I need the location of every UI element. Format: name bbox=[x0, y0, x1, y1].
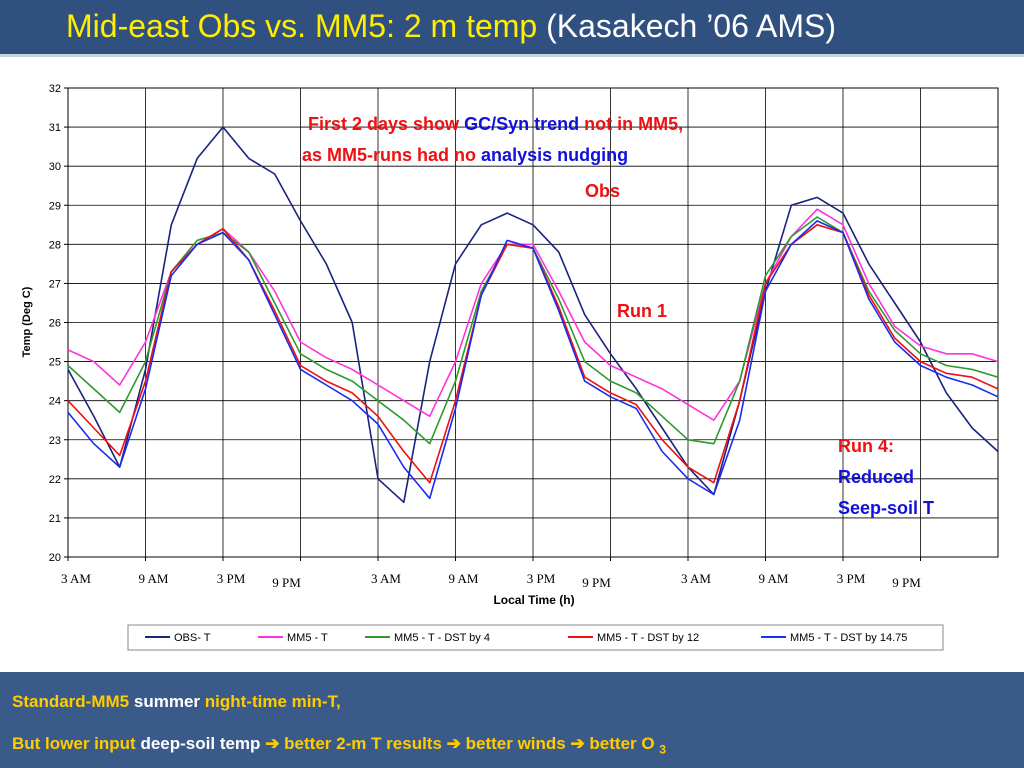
annotation: Run 4: Reduced Seep-soil T bbox=[838, 431, 939, 524]
footer-text: Standard-MM5 bbox=[12, 692, 130, 711]
footer: Standard-MM5 summer night-time min-T, But l… bbox=[0, 672, 1024, 768]
y-tick-label: 26 bbox=[49, 318, 61, 330]
annotation-text: Run 1 bbox=[617, 301, 668, 321]
annotation-text: First 2 days show bbox=[308, 114, 460, 134]
annotation-line: Run 1 bbox=[617, 296, 672, 327]
x-tick-label: 9 PM bbox=[892, 575, 921, 590]
series-line bbox=[67, 220, 999, 500]
annotation-line: Reduced bbox=[838, 462, 939, 493]
chart: Temp (Deg C) Local Time (h) 20 21 22 23 24 25… bbox=[21, 83, 999, 651]
x-tick-label: 3 PM bbox=[837, 571, 866, 586]
legend-label: MM5 - T bbox=[287, 632, 328, 644]
y-tick-label: 32 bbox=[49, 83, 61, 95]
annotation: First 2 days show GC/Syn trend not in MM5,… bbox=[302, 109, 688, 171]
annotation-line: First 2 days show GC/Syn trend not in MM5, bbox=[308, 109, 688, 140]
annotation-text: Seep-soil T bbox=[838, 498, 935, 518]
x-tick-label: 3 AM bbox=[681, 571, 711, 586]
legend-label: OBS- T bbox=[174, 632, 211, 644]
y-tick-label: 25 bbox=[49, 357, 61, 369]
y-axis-label: Temp (Deg C) bbox=[21, 286, 33, 357]
y-tick-label: 22 bbox=[49, 474, 61, 486]
legend-label: MM5 - T - DST by 12 bbox=[597, 632, 699, 644]
y-tick-label: 27 bbox=[49, 278, 61, 290]
y-tick-label: 29 bbox=[49, 200, 61, 212]
legend-label: MM5 - T - DST by 4 bbox=[394, 632, 490, 644]
y-tick-label: 24 bbox=[49, 396, 61, 408]
x-tick-label: 3 PM bbox=[217, 571, 246, 586]
y-tick-label: 28 bbox=[49, 239, 61, 251]
footer-text: deep-soil temp bbox=[140, 734, 261, 753]
x-tick-label: 9 PM bbox=[582, 575, 611, 590]
x-tick-label: 9 AM bbox=[759, 571, 789, 586]
footer-text: 3 bbox=[659, 742, 667, 757]
y-tick-label: 31 bbox=[49, 122, 61, 134]
x-tick-label: 9 PM bbox=[272, 575, 301, 590]
footer-text: night-time min-T, bbox=[204, 692, 341, 711]
annotation: Obs bbox=[585, 176, 625, 207]
x-axis-label: Local Time (h) bbox=[493, 593, 574, 607]
footer-text: summer bbox=[133, 692, 201, 711]
x-tick-label: 3 PM bbox=[527, 571, 556, 586]
annotation-line: as MM5-runs had no analysis nudging bbox=[302, 140, 688, 171]
footer-text: But lower input bbox=[12, 734, 136, 753]
footer-line: But lower input deep-soil temp ➔ better 2-… bbox=[12, 734, 666, 756]
y-tick-label: 23 bbox=[49, 435, 61, 447]
title-sub: (Kasakech ’06 AMS) bbox=[546, 8, 837, 44]
annotation-text: Reduced bbox=[838, 467, 915, 487]
annotation-text: analysis nudging bbox=[481, 145, 629, 165]
annotation-text: Run 4: bbox=[838, 436, 894, 456]
title-bar: Mid-east Obs vs. MM5: 2 m temp (Kasakech… bbox=[0, 0, 1024, 57]
title: Mid-east Obs vs. MM5: 2 m temp (Kasakech… bbox=[66, 8, 836, 45]
x-tick-label: 9 AM bbox=[139, 571, 169, 586]
legend-label: MM5 - T - DST by 14.75 bbox=[790, 632, 907, 644]
y-tick-label: 30 bbox=[49, 161, 61, 173]
x-tick-label: 9 AM bbox=[449, 571, 479, 586]
annotation-line: Obs bbox=[585, 176, 625, 207]
x-tick-label: 3 AM bbox=[61, 571, 91, 586]
y-tick-label: 21 bbox=[49, 513, 61, 525]
annotation-line: Seep-soil T bbox=[838, 493, 939, 524]
x-tick-label: 3 AM bbox=[371, 571, 401, 586]
title-main: Mid-east Obs vs. MM5: 2 m temp bbox=[66, 8, 538, 44]
series-line bbox=[67, 126, 999, 504]
footer-line: Standard-MM5 summer night-time min-T, bbox=[12, 692, 346, 712]
annotation-text: Obs bbox=[585, 181, 621, 201]
annotation-text: GC/Syn trend bbox=[464, 114, 580, 134]
annotation: Run 1 bbox=[617, 296, 672, 327]
annotation-text: not in MM5, bbox=[584, 114, 684, 134]
annotation-line: Run 4: bbox=[838, 431, 939, 462]
footer-text: ➔ better 2-m T results ➔ better winds ➔ … bbox=[265, 734, 655, 753]
y-tick-label: 20 bbox=[49, 552, 61, 564]
annotation-text: as MM5-runs had no bbox=[302, 145, 477, 165]
